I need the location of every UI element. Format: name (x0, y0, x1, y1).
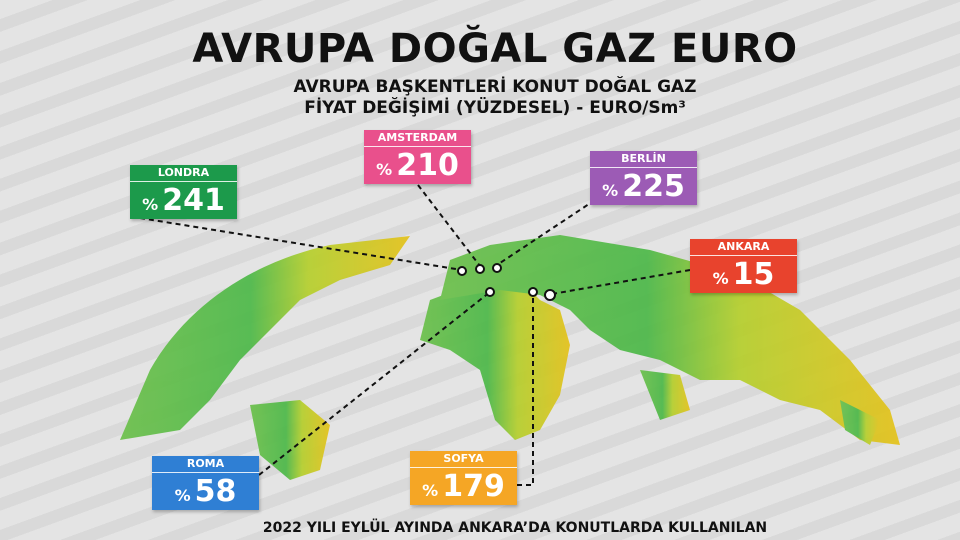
city-value-row: % 225 (590, 168, 697, 206)
city-value: 58 (194, 474, 237, 509)
city-value: 210 (396, 148, 459, 183)
city-box: LONDRA% 241 (130, 165, 237, 219)
city-value: 241 (162, 183, 225, 218)
percent-sign: % (142, 195, 159, 214)
percent-sign: % (174, 486, 191, 505)
city-pins (457, 263, 556, 301)
subtitle: FİYAT DEĞİŞİMİ (YÜZDESEL) - EURO/Sm³ (304, 98, 686, 118)
city-name: ROMA (152, 456, 259, 473)
city-name: BERLİN (590, 151, 697, 168)
city-value-row: % 15 (690, 256, 797, 294)
percent-sign: % (376, 160, 393, 179)
footer-text: 2022 YILI EYLÜL AYINDA ANKARA’DA KONUTLA… (262, 520, 768, 536)
city-name: ANKARA (690, 239, 797, 256)
city-value-row: % 241 (130, 182, 237, 220)
city-value-row: % 179 (410, 468, 517, 506)
city-value-row: % 58 (152, 473, 259, 511)
city-name: AMSTERDAM (364, 130, 471, 147)
percent-sign: % (422, 481, 439, 500)
city-box: SOFYA% 179 (410, 451, 517, 505)
city-name: SOFYA (410, 451, 517, 468)
city-box: AMSTERDAM% 210 (364, 130, 471, 184)
city-box: ROMA% 58 (152, 456, 259, 510)
title: AVRUPA DOĞAL GAZ EURO (192, 26, 798, 72)
subtitle: AVRUPA BAŞKENTLERİ KONUT DOĞAL GAZ (293, 77, 697, 97)
city-box: ANKARA% 15 (690, 239, 797, 293)
city-value: 15 (732, 257, 775, 292)
city-name: LONDRA (130, 165, 237, 182)
city-value-row: % 210 (364, 147, 471, 185)
connector-lines (139, 184, 691, 486)
percent-sign: % (602, 181, 619, 200)
city-box: BERLİN% 225 (590, 151, 697, 205)
percent-sign: % (712, 269, 729, 288)
city-value: 179 (442, 469, 505, 504)
city-value: 225 (622, 169, 685, 204)
